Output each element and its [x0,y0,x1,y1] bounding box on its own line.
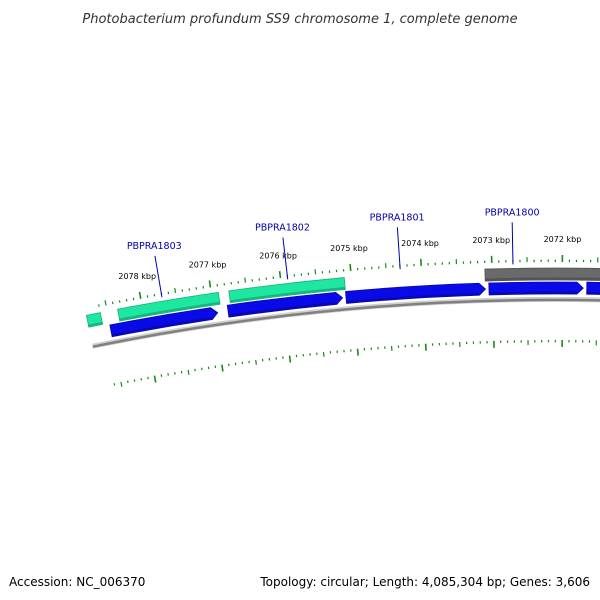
scale-tick-label: 2073 kbp [472,236,510,245]
forward-strand-gene-shade [230,287,346,303]
scale-tick-inner [187,369,190,375]
scale-tick-label: 2072 kbp [544,235,582,244]
scale-tick-label: 2076 kbp [259,251,297,260]
scale-tick-inner [153,375,157,383]
gene-label-leader [154,255,163,298]
scale-tick-outer [314,269,317,275]
reverse-strand-gene [586,281,600,295]
gene-label: PBPRA1800 [485,207,540,218]
scale-tick-label: 2077 kbp [189,261,227,270]
gene-features [85,267,600,338]
scale-tick-outer [174,287,177,293]
gene-label: PBPRA1801 [370,212,425,223]
scale-tick-inner [288,355,292,363]
gene-label-leader [396,227,401,270]
scale-tick-label: 2078 kbp [118,272,156,281]
reverse-strand-gene-shade [228,301,337,317]
sequence-backbone [92,298,600,348]
forward-strand-gene-shade [119,301,220,321]
scale-tick-outer [349,263,352,272]
gene-label-leader [511,222,514,265]
scale-tick-inner [255,359,257,365]
gene-labels: PBPRA1803PBPRA1802PBPRA1801PBPRA1800PBPR… [127,207,600,298]
gene-label: PBPRA1802 [255,223,310,234]
forward-strand-gene-shade [88,321,103,327]
scale-tick-outer [278,271,282,279]
map-title: Photobacterium profundum SS9 chromosome … [82,12,517,27]
accession-text: Accession: NC_006370 [9,575,145,589]
scale-tick-inner [356,348,359,356]
reverse-strand-gene [109,307,219,338]
scale-tick-outer [138,291,142,299]
reverse-strand-gene-shade [346,292,480,303]
scale-tick-outer [104,300,107,306]
scale-tick-label: 2074 kbp [401,239,439,248]
scale-tick-outer [208,280,212,288]
genome-summary-text: Topology: circular; Length: 4,085,304 bp… [259,575,590,589]
forward-strand-gene [117,291,221,322]
reverse-strand-gene-shade [489,291,577,295]
scale-tick-label: 2075 kbp [330,244,368,253]
gene-label-leader [282,237,289,280]
scale-tick-outer [244,277,247,283]
scale-tick-inner [322,351,325,357]
scale-tick-inner [120,381,123,387]
forward-strand-gene [228,277,346,304]
backbone-layer [92,297,600,349]
other-gene-shade [485,277,600,281]
reverse-strand-gene-shade [586,291,600,294]
gene-label: PBPRA1803 [127,241,182,252]
reverse-strand-gene-shade [111,317,213,337]
scale-tick-inner [221,364,224,372]
